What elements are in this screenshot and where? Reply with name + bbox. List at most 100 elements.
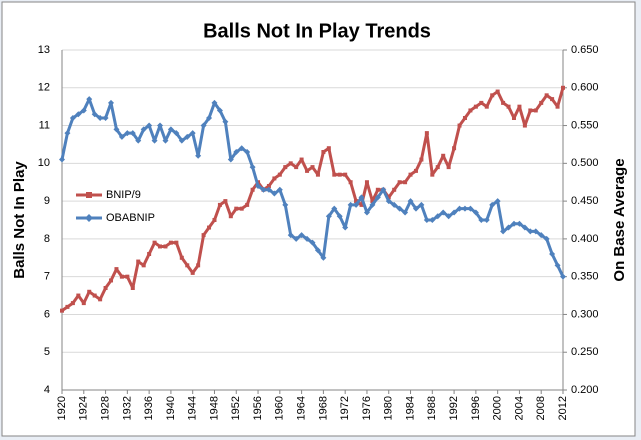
marker: [358, 194, 365, 201]
marker: [314, 247, 321, 254]
marker: [141, 263, 146, 268]
marker: [124, 130, 131, 137]
marker: [309, 239, 316, 246]
marker: [457, 123, 462, 128]
y-tick-label: 11: [39, 119, 50, 131]
marker: [163, 244, 168, 249]
marker: [272, 176, 277, 181]
marker: [374, 194, 381, 201]
marker: [136, 259, 141, 264]
marker: [468, 108, 473, 113]
marker: [396, 205, 403, 212]
marker: [234, 206, 239, 211]
marker: [227, 156, 234, 163]
marker: [326, 146, 331, 151]
marker: [343, 172, 348, 177]
marker: [265, 186, 272, 193]
marker: [222, 118, 229, 125]
marker: [212, 218, 217, 222]
marker: [363, 209, 370, 216]
x-tick-label: 1928: [99, 396, 111, 420]
marker: [173, 130, 180, 137]
marker: [206, 115, 213, 121]
marker: [528, 108, 533, 113]
x-tick-label: 1952: [230, 396, 242, 420]
y-tick-label: 12: [38, 82, 50, 94]
marker: [119, 274, 124, 279]
marker: [407, 198, 414, 205]
marker: [266, 184, 271, 188]
marker: [283, 165, 288, 170]
marker: [402, 209, 409, 216]
marker: [80, 107, 87, 114]
marker: [87, 289, 92, 294]
x-tick-label: 1984: [404, 396, 416, 420]
marker: [195, 152, 202, 159]
marker: [370, 199, 375, 204]
marker: [424, 131, 429, 136]
marker: [560, 273, 566, 280]
marker: [217, 202, 222, 207]
marker: [435, 165, 440, 170]
y2-tick-label: 0.500: [571, 157, 599, 169]
marker: [386, 195, 391, 200]
marker: [60, 308, 64, 313]
marker: [348, 180, 353, 185]
y-tick-label: 9: [44, 195, 50, 207]
marker: [151, 137, 158, 144]
marker: [321, 150, 326, 154]
marker: [162, 137, 169, 144]
marker: [505, 224, 512, 231]
marker: [76, 293, 81, 298]
marker: [174, 240, 179, 245]
marker: [201, 233, 206, 238]
marker: [282, 201, 289, 208]
marker: [245, 202, 250, 207]
marker: [359, 202, 364, 207]
marker: [75, 111, 82, 118]
marker: [92, 293, 97, 298]
marker: [288, 161, 293, 166]
y-tick-label: 5: [44, 346, 50, 358]
marker: [59, 156, 65, 163]
marker: [157, 122, 164, 129]
marker: [211, 99, 218, 106]
marker: [506, 104, 511, 109]
marker: [440, 209, 447, 216]
marker: [250, 187, 255, 192]
x-tick-label: 2012: [557, 396, 569, 420]
marker: [97, 115, 104, 121]
y2-tick-label: 0.450: [571, 195, 599, 207]
marker: [135, 137, 142, 144]
marker: [147, 252, 152, 256]
marker: [185, 263, 190, 268]
marker: [479, 100, 484, 105]
marker: [140, 126, 147, 133]
marker: [85, 214, 93, 222]
marker: [554, 262, 561, 269]
marker: [408, 172, 413, 177]
marker: [168, 240, 173, 245]
marker: [483, 217, 490, 223]
marker: [451, 209, 458, 216]
marker: [544, 93, 549, 98]
y2-axis-title: On Base Average: [611, 158, 628, 281]
marker: [305, 168, 310, 173]
marker: [216, 107, 223, 114]
marker: [298, 232, 305, 239]
marker: [200, 122, 207, 129]
marker: [320, 254, 327, 261]
marker: [70, 301, 75, 306]
y-tick-label: 7: [44, 271, 50, 283]
marker: [332, 172, 337, 177]
marker: [277, 172, 282, 177]
marker: [500, 228, 507, 235]
marker: [489, 201, 496, 208]
marker: [130, 286, 135, 290]
marker: [430, 172, 435, 177]
x-tick-label: 1988: [426, 396, 438, 420]
marker: [456, 205, 463, 212]
marker: [86, 96, 93, 103]
marker: [516, 220, 523, 227]
